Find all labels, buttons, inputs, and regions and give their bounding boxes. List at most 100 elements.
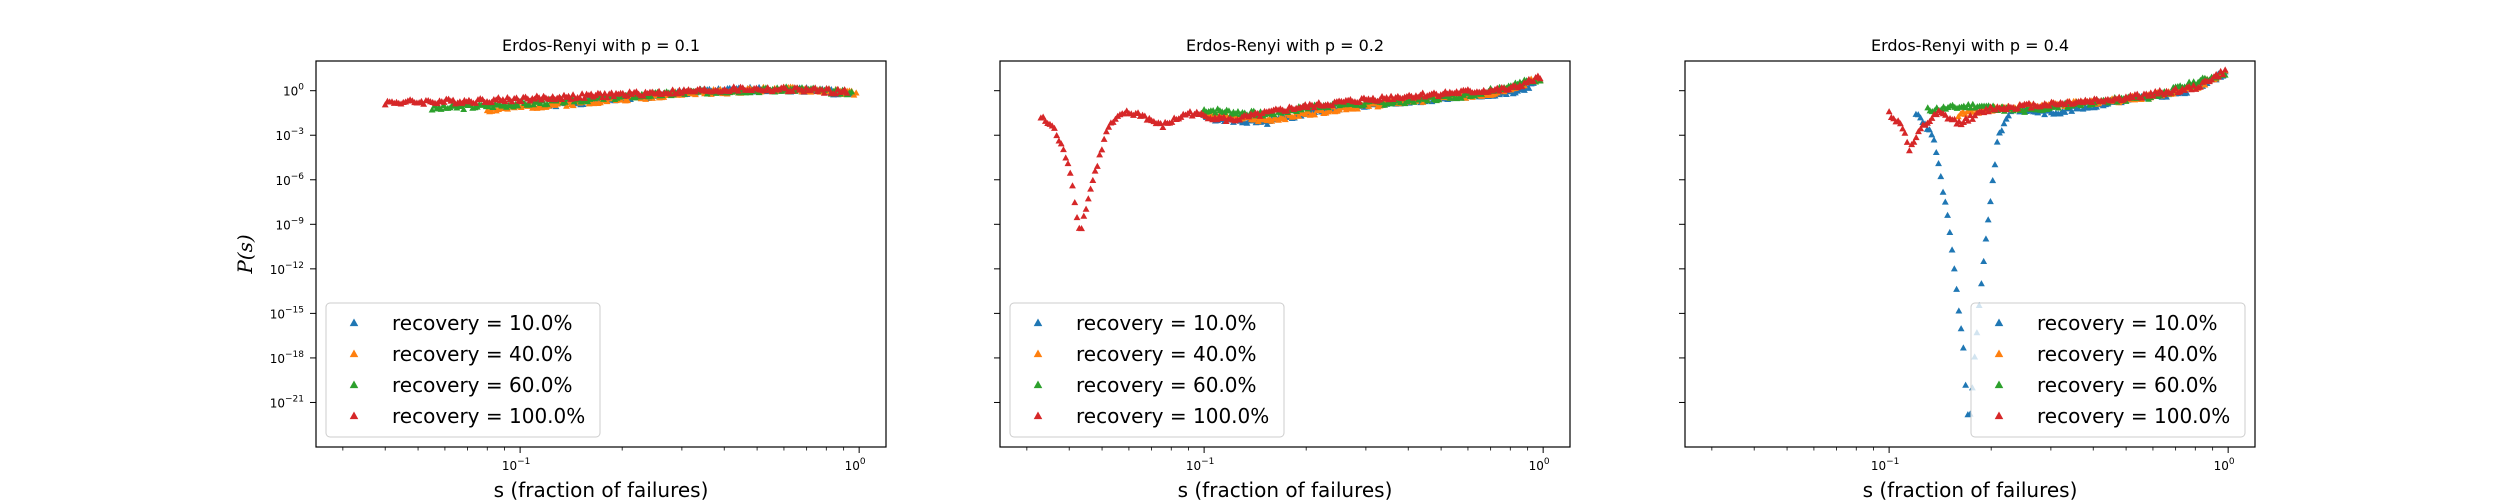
data-point bbox=[1518, 83, 1526, 90]
data-point bbox=[1087, 185, 1095, 192]
legend-marker bbox=[1033, 380, 1043, 389]
data-point bbox=[1991, 161, 1999, 168]
data-point bbox=[1177, 113, 1185, 120]
data-point bbox=[1435, 96, 1443, 103]
legend-label: recovery = 10.0% bbox=[2037, 311, 2218, 335]
legend-marker bbox=[1994, 380, 2004, 389]
chart-title: Erdos-Renyi with p = 0.2 bbox=[1186, 36, 1384, 55]
data-point bbox=[1903, 138, 1911, 145]
legend: recovery = 10.0% recovery = 40.0% recovery… bbox=[1970, 302, 2246, 438]
data-point bbox=[1937, 173, 1945, 180]
data-point bbox=[1100, 135, 1108, 142]
data-point bbox=[381, 101, 389, 108]
legend-marker bbox=[1994, 349, 2004, 358]
data-point bbox=[1932, 148, 1940, 156]
data-point bbox=[1993, 138, 2001, 145]
x-tick-label: 100 bbox=[845, 457, 866, 473]
data-point bbox=[1283, 107, 1291, 114]
data-point bbox=[537, 96, 545, 103]
data-point bbox=[1930, 136, 1938, 143]
data-point bbox=[597, 99, 604, 106]
legend-label: recovery = 60.0% bbox=[392, 373, 573, 397]
legend-marker bbox=[349, 349, 359, 358]
data-point bbox=[1933, 110, 1940, 118]
data-point bbox=[1060, 146, 1067, 153]
y-tick-label: 10−18 bbox=[270, 350, 305, 366]
data-point bbox=[1039, 113, 1047, 120]
data-point bbox=[1957, 325, 1965, 332]
y-tick-label: 10−6 bbox=[275, 172, 304, 188]
data-point bbox=[1211, 109, 1219, 116]
data-point bbox=[1910, 138, 1918, 145]
data-point bbox=[623, 92, 631, 99]
legend: recovery = 10.0% recovery = 40.0% recovery… bbox=[1009, 302, 1285, 438]
legend-label: recovery = 10.0% bbox=[1076, 311, 1257, 335]
data-point bbox=[1939, 188, 1947, 195]
data-point bbox=[472, 99, 480, 106]
x-tick-label: 100 bbox=[2214, 457, 2235, 473]
data-point bbox=[2027, 104, 2035, 111]
data-point bbox=[1926, 117, 1934, 124]
data-point bbox=[1186, 108, 1194, 115]
data-point bbox=[2005, 112, 2012, 119]
data-point bbox=[1062, 154, 1070, 161]
data-point bbox=[1419, 89, 1427, 96]
data-point bbox=[1078, 224, 1085, 232]
data-point bbox=[1093, 162, 1101, 169]
y-tick-label: 100 bbox=[283, 83, 304, 99]
data-point bbox=[501, 98, 509, 105]
y-axis-label: P(s) bbox=[233, 234, 257, 274]
data-point bbox=[820, 89, 828, 96]
data-point bbox=[580, 94, 588, 101]
legend-box bbox=[1009, 302, 1285, 438]
legend-marker bbox=[349, 318, 359, 327]
data-point bbox=[2002, 106, 2010, 113]
data-point bbox=[2021, 108, 2029, 115]
data-point bbox=[1951, 115, 1958, 122]
legend: recovery = 10.0% recovery = 40.0% recovery… bbox=[325, 302, 601, 438]
data-point bbox=[420, 100, 428, 107]
data-point bbox=[1525, 84, 1533, 91]
data-point bbox=[1967, 104, 1974, 111]
data-point bbox=[1928, 131, 1936, 138]
data-point bbox=[1220, 113, 1228, 120]
data-point bbox=[1964, 117, 1972, 124]
data-point bbox=[2221, 66, 2229, 73]
legend-label: recovery = 100.0% bbox=[2037, 404, 2230, 428]
x-tick-label: 10−1 bbox=[1186, 457, 1215, 473]
data-point bbox=[673, 90, 681, 97]
x-tick-label: 100 bbox=[1529, 457, 1550, 473]
data-point bbox=[1051, 124, 1058, 131]
y-tick-label: 10−3 bbox=[275, 127, 304, 143]
data-point bbox=[1926, 126, 1933, 133]
legend-marker bbox=[349, 411, 359, 420]
data-point bbox=[1423, 97, 1431, 104]
data-point bbox=[1969, 115, 1976, 122]
data-point bbox=[1989, 177, 1997, 184]
data-point bbox=[2041, 111, 2049, 118]
data-point bbox=[1311, 111, 1319, 118]
data-point bbox=[1071, 199, 1079, 206]
series-4 bbox=[1037, 72, 1544, 232]
data-point bbox=[2138, 94, 2146, 101]
data-point bbox=[596, 90, 604, 97]
data-point bbox=[1941, 198, 1949, 205]
legend-label: recovery = 40.0% bbox=[1076, 342, 1257, 366]
data-point bbox=[2172, 84, 2179, 92]
data-point bbox=[1899, 125, 1907, 132]
data-point bbox=[1536, 75, 1544, 82]
data-point bbox=[1917, 125, 1925, 132]
data-point bbox=[2196, 83, 2204, 90]
legend-marker bbox=[1033, 411, 1043, 420]
legend-label: recovery = 10.0% bbox=[392, 311, 573, 335]
data-point bbox=[1959, 344, 1967, 351]
data-point bbox=[1141, 112, 1149, 119]
data-point bbox=[1496, 87, 1503, 94]
data-point bbox=[514, 102, 522, 109]
panel-3: Erdos-Renyi with p = 0.4 s (fraction of f… bbox=[1679, 36, 2256, 500]
data-point bbox=[825, 85, 833, 92]
plot-frame bbox=[999, 60, 1571, 448]
data-point bbox=[1098, 146, 1106, 153]
data-point bbox=[1966, 111, 1974, 119]
legend-box bbox=[325, 302, 601, 438]
